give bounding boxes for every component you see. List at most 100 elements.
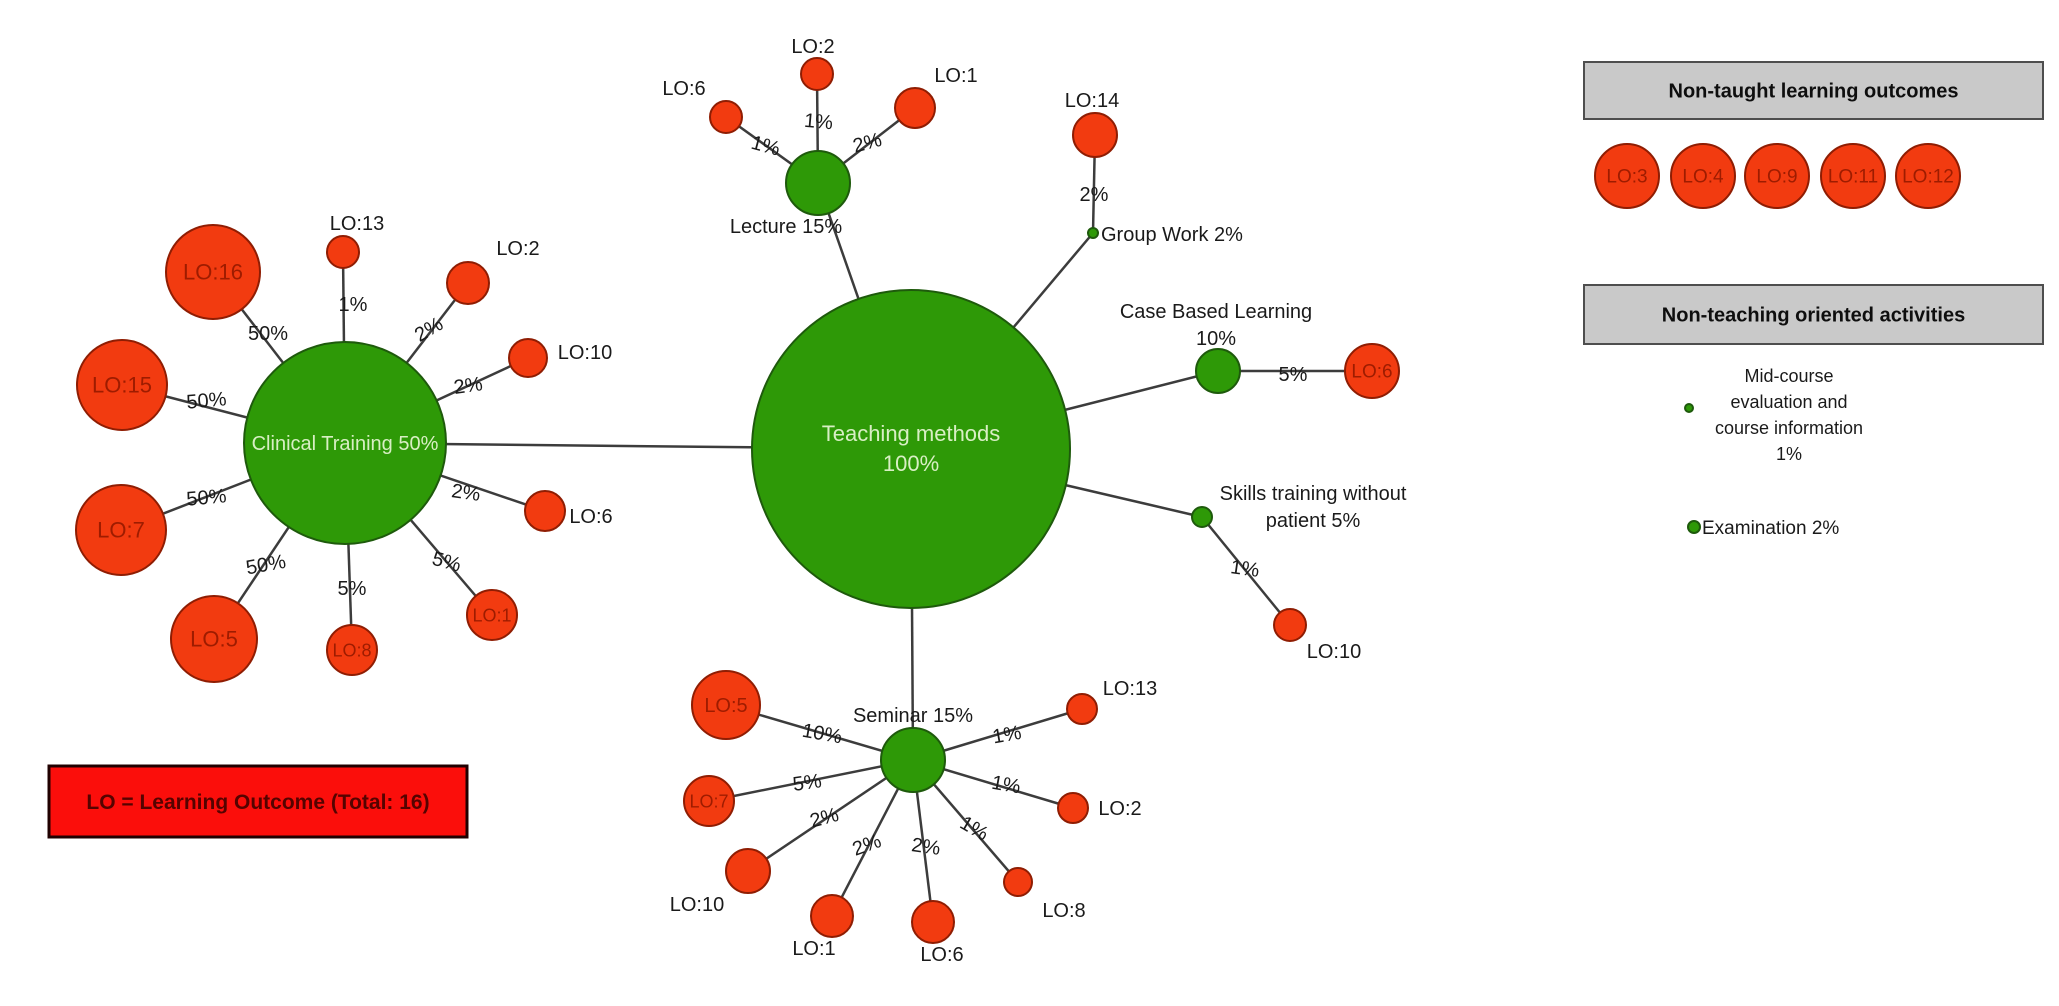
legend-circle-lo3 [1594,143,1660,209]
legend-circle-lo9 [1744,143,1810,209]
mid-course-label: 1% [1776,444,1802,464]
edge-line [747,758,914,873]
lo-note-box [47,764,469,839]
mid-course-dot [1684,403,1694,413]
edge-percentage-label: 2% [851,129,885,158]
node-lo10-seminar [725,848,771,894]
node-lo6-seminar [911,900,955,944]
node-lo6-clinical [524,490,566,532]
examination-dot [1687,520,1701,534]
mid-course-label: course information [1715,418,1863,438]
edge-percentage-label: 2% [450,480,482,506]
edge-percentage-label: 5% [1279,364,1308,386]
node-lo5-seminar [691,670,761,740]
edge-percentage-label: 1% [749,132,783,161]
node-lo8-clinical-label: LO:8 [332,640,371,660]
node-teaching-methods-label: 100% [883,451,939,476]
node-lo6-lecture-label: LO:6 [662,78,705,100]
node-lo10-clinical [508,338,548,378]
node-lo5-clinical-label: LO:5 [190,627,238,652]
node-skills-training-label: patient 5% [1266,510,1361,532]
edge-percentage-label: 1% [803,110,834,134]
edge-percentage-label: 2% [808,804,842,833]
node-lo2-lecture-label: LO:2 [791,36,834,58]
node-lo2-seminar [1057,792,1089,824]
node-group-work-label: Group Work 2% [1101,224,1243,246]
node-case-based-learning-label: 10% [1196,328,1236,350]
node-lo6-lecture [709,100,743,134]
edge-percentage-label: 10% [800,720,843,749]
edge-percentage-label: 2% [910,834,942,860]
node-lo6-clinical-label: LO:6 [569,506,612,528]
node-lo6-case-based [1344,343,1400,399]
node-lo14-group-work-label: LO:14 [1065,90,1119,112]
node-group-work [1087,227,1099,239]
edge-percentage-label: 5% [791,770,823,796]
node-lo2-clinical-label: LO:2 [496,238,539,260]
edge-percentage-label: 2% [452,373,484,399]
non-taught-header [1583,61,2044,120]
lo-note-box-title: LO = Learning Outcome (Total: 16) [86,791,429,814]
node-lo8-clinical [326,624,378,676]
node-seminar-label: Seminar 15% [853,705,973,727]
node-lecture-label: Lecture 15% [730,216,843,238]
node-skills-training [1191,506,1213,528]
node-seminar [880,727,946,793]
edge-percentage-label: 1% [990,772,1023,799]
node-clinical-training [243,341,447,545]
node-lo2-clinical [446,261,490,305]
node-lo1-clinical [466,589,518,641]
node-lo13-clinical-label: LO:13 [330,213,384,235]
node-lo10-skills-label: LO:10 [1307,641,1361,663]
edge-percentage-label: 50% [248,323,288,345]
non-taught-header-title: Non-taught learning outcomes [1669,81,1959,103]
legend-circle-lo12 [1895,143,1961,209]
node-lo13-seminar [1066,693,1098,725]
legend-circle-lo11 [1820,143,1886,209]
node-lo10-clinical-label: LO:10 [558,342,612,364]
legend-circle-lo4-label: LO:4 [1682,167,1724,188]
edge-percentage-label: 2% [1080,184,1109,206]
node-lo7-seminar [683,775,735,827]
non-teaching-header [1583,284,2044,345]
node-skills-training-label: Skills training without [1220,483,1407,505]
node-lo8-seminar [1003,867,1033,897]
legend-circle-lo3-label: LO:3 [1606,167,1647,188]
edge-percentage-label: 1% [339,294,368,316]
node-lo16-clinical [165,224,261,320]
node-case-based-learning [1195,348,1241,394]
non-teaching-header-title: Non-teaching oriented activities [1662,305,1965,327]
node-lo15-clinical [76,339,168,431]
node-lo10-skills [1273,608,1307,642]
node-lo13-clinical [326,235,360,269]
legend-circle-lo11-label: LO:11 [1828,167,1878,188]
node-lo7-clinical [75,484,167,576]
node-lo1-seminar [810,894,854,938]
node-lo1-lecture-label: LO:1 [934,65,977,87]
node-lo1-clinical-label: LO:1 [472,605,511,625]
node-lo14-group-work [1072,112,1118,158]
node-lo2-seminar-label: LO:2 [1098,798,1141,820]
node-clinical-training-label: Clinical Training 50% [252,433,439,455]
edge-line [1201,516,1291,626]
node-lo10-seminar-label: LO:10 [670,894,724,916]
edge-percentage-label: 2% [850,830,885,861]
mid-course-label: Mid-course [1744,366,1833,386]
examination-label: Examination 2% [1702,518,1839,539]
node-lo8-seminar-label: LO:8 [1042,900,1085,922]
edge-line [708,758,914,803]
node-lo2-lecture [800,57,834,91]
node-lo1-lecture [894,87,936,129]
node-lo7-seminar-label: LO:7 [689,791,728,811]
node-lo13-seminar-label: LO:13 [1103,678,1157,700]
node-lo15-clinical-label: LO:15 [92,373,152,398]
node-lo6-seminar-label: LO:6 [920,944,963,966]
node-lo5-seminar-label: LO:5 [704,695,747,717]
legend-circle-lo12-label: LO:12 [1902,167,1954,188]
edge-percentage-label: 5% [338,578,367,600]
node-lo6-case-based-label: LO:6 [1351,362,1392,383]
edge-percentage-label: 50% [186,388,228,413]
node-teaching-methods-label: Teaching methods [822,421,1001,446]
node-lo7-clinical-label: LO:7 [97,518,145,543]
